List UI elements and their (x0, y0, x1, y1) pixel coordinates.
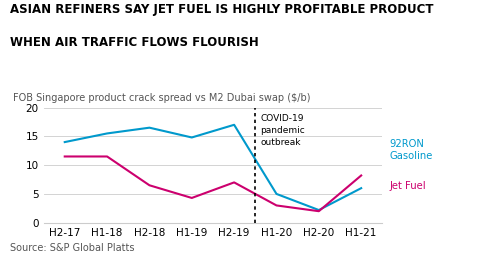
Text: COVID-19
pandemic
outbreak: COVID-19 pandemic outbreak (260, 114, 305, 147)
Text: Source: S&P Global Platts: Source: S&P Global Platts (10, 243, 134, 253)
Text: WHEN AIR TRAFFIC FLOWS FLOURISH: WHEN AIR TRAFFIC FLOWS FLOURISH (10, 36, 258, 49)
Text: ASIAN REFINERS SAY JET FUEL IS HIGHLY PROFITABLE PRODUCT: ASIAN REFINERS SAY JET FUEL IS HIGHLY PR… (10, 3, 433, 16)
Text: FOB Singapore product crack spread vs M2 Dubai swap ($/b): FOB Singapore product crack spread vs M2… (13, 93, 311, 103)
Text: Jet Fuel: Jet Fuel (390, 180, 426, 191)
Text: 92RON
Gasoline: 92RON Gasoline (390, 138, 433, 161)
